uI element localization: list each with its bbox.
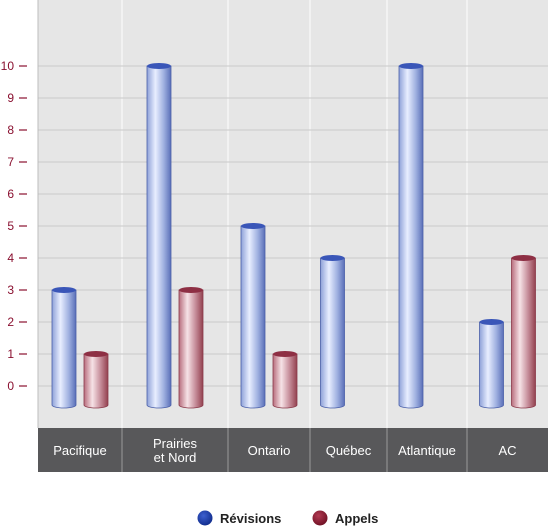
bar-cap: [320, 255, 345, 261]
y-axis: 0 1 2 3 4 5 6 7 8 9 10: [1, 0, 39, 428]
y-tick-label: 10: [1, 59, 15, 73]
bar-revisions: [320, 255, 345, 409]
category-band-bg: [38, 428, 548, 472]
bar-cap: [241, 223, 265, 229]
x-category-label: Pacifique: [53, 443, 106, 458]
bar-cap: [84, 351, 108, 357]
bar-body: [178, 289, 204, 409]
y-tick-label: 8: [7, 123, 14, 137]
bar-body: [479, 321, 504, 409]
legend-marker: [197, 510, 213, 526]
bar-appels: [178, 287, 204, 409]
legend-label: Appels: [335, 511, 378, 526]
bar-body: [320, 257, 345, 409]
x-category-label: AC: [498, 443, 516, 458]
legend-label: Révisions: [220, 511, 281, 526]
gridlines: [38, 0, 548, 428]
bar-body: [240, 225, 266, 409]
x-category-label: Prairies et Nord: [153, 436, 198, 465]
bar-body: [146, 65, 172, 409]
bar-appels: [83, 351, 109, 409]
bar-revisions: [51, 287, 77, 409]
y-tick-label: 6: [7, 187, 14, 201]
bar-body: [51, 289, 77, 409]
category-band: Pacifique Prairies et Nord Ontario Québec Atl…: [38, 428, 548, 472]
bar-cap: [273, 351, 297, 357]
y-tick-label: 4: [7, 251, 14, 265]
bar-cap: [147, 63, 171, 69]
y-tick-label: 0: [7, 379, 14, 393]
bar-cap: [511, 255, 536, 261]
bar-cap: [399, 63, 423, 69]
x-category-label: Québec: [326, 443, 372, 458]
x-category-label: Ontario: [248, 443, 291, 458]
bar-appels: [272, 351, 298, 409]
y-tick-label: 3: [7, 283, 14, 297]
bar-revisions: [398, 63, 424, 409]
bar-cap: [179, 287, 203, 293]
y-tick-label: 5: [7, 219, 14, 233]
bar-cap: [52, 287, 76, 293]
legend: Révisions Appels: [197, 510, 378, 526]
bar-revisions: [479, 319, 504, 409]
bar-body: [398, 65, 424, 409]
bar-body: [83, 353, 109, 409]
y-tick-label: 2: [7, 315, 14, 329]
x-category-label: Atlantique: [398, 443, 456, 458]
bar-appels: [511, 255, 536, 409]
y-tick-label: 9: [7, 91, 14, 105]
bar-body: [272, 353, 298, 409]
bars: [51, 63, 536, 409]
bar-cap: [479, 319, 504, 325]
y-tick-label: 7: [7, 155, 14, 169]
y-tick-label: 1: [7, 347, 14, 361]
bar-body: [511, 257, 536, 409]
legend-marker: [312, 510, 328, 526]
bar-revisions: [240, 223, 266, 409]
bar-revisions: [146, 63, 172, 409]
